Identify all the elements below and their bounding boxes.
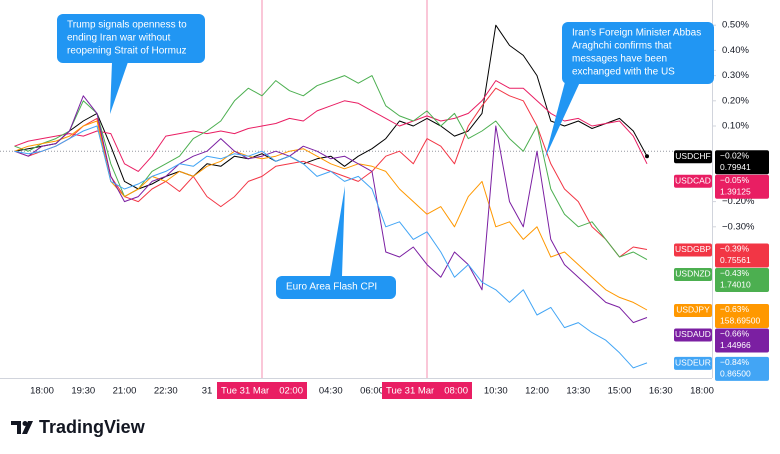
x-tick-label: 04:30	[319, 386, 343, 397]
y-tick-label: 0.10%	[722, 121, 749, 132]
x-tick-label: 15:00	[608, 386, 632, 397]
callout-text: exchanged with the US	[572, 67, 675, 78]
legend-name-box	[674, 150, 712, 164]
y-tick-label: 0.20%	[722, 95, 749, 106]
last-value-label: −0.05%	[720, 175, 750, 185]
x-tick-label: 10:30	[484, 386, 508, 397]
callout-pointer	[330, 186, 345, 276]
legend-name: USDEUR	[675, 358, 711, 368]
callout-pointer	[110, 62, 128, 114]
legend-name-box	[674, 174, 712, 188]
legend-name-box	[674, 267, 712, 281]
last-price: 0.75561	[720, 255, 751, 265]
callout-text: reopening Strait of Hormuz	[67, 46, 187, 57]
callout-pointer	[545, 82, 580, 158]
last-value-label: −0.63%	[720, 304, 750, 314]
last-value-box	[715, 267, 769, 292]
highlight-date: Tue 31 Mar	[386, 386, 434, 397]
x-tick-label: 22:30	[154, 386, 178, 397]
last-value-box	[715, 303, 769, 328]
brand-logo	[11, 421, 33, 434]
legend-name: USDGBP	[675, 244, 711, 254]
last-value-box	[715, 356, 769, 381]
callout-text: Iran's Foreign Minister Abbas	[572, 28, 701, 39]
y-tick-label: 0.30%	[722, 70, 749, 81]
last-price: 1.39125	[720, 186, 751, 196]
highlight-time: 08:00	[444, 386, 468, 397]
legend-name: USDCAD	[675, 175, 711, 185]
series-line	[14, 120, 648, 311]
y-tick-label: −0.20%	[722, 196, 755, 207]
x-tick-label: 16:30	[649, 386, 673, 397]
callout-box	[276, 276, 396, 299]
last-price: 0.79941	[720, 162, 751, 172]
y-tick-label: 0.50%	[722, 20, 749, 31]
callout-text: Trump signals openness to	[67, 20, 187, 31]
x-tick-label: 18:00	[690, 386, 714, 397]
y-tick-label: 0.40%	[722, 45, 749, 56]
last-price: 0.86500	[720, 369, 751, 379]
callout-text: Euro Area Flash CPI	[286, 282, 377, 293]
legend-name-box	[674, 328, 712, 342]
last-value-label: −0.84%	[720, 357, 750, 367]
highlight-date: Tue 31 Mar	[221, 386, 269, 397]
legend-name: USDNZD	[675, 269, 710, 279]
last-value-box	[715, 174, 769, 199]
callout-box	[57, 14, 205, 63]
x-tick-label: 19:30	[71, 386, 95, 397]
callout-box	[562, 22, 714, 84]
highlight-time: 02:00	[279, 386, 303, 397]
last-price: 158.69500	[720, 316, 760, 326]
highlight-box	[382, 382, 472, 399]
legend-name-box	[674, 303, 712, 317]
legend-name-box	[674, 356, 712, 370]
last-value-label: −0.02%	[720, 150, 750, 160]
series-line	[14, 125, 648, 369]
series-line	[14, 95, 648, 324]
callout-text: Araghchi confirms that	[572, 41, 672, 52]
callout-text: messages have been	[572, 54, 667, 65]
last-value-label: −0.39%	[720, 244, 750, 254]
series-line	[14, 24, 648, 190]
series-line	[14, 75, 648, 261]
series-line	[14, 80, 648, 172]
x-tick-label: 12:00	[525, 386, 549, 397]
highlight-box	[217, 382, 307, 399]
last-value-box	[715, 150, 769, 175]
last-value-label: −0.66%	[720, 329, 750, 339]
x-tick-label: 13:30	[566, 386, 590, 397]
last-value-box	[715, 243, 769, 268]
x-tick-label: 31	[202, 386, 213, 397]
legend-name: USDCHF	[675, 151, 710, 161]
last-price: 1.74010	[720, 280, 751, 290]
last-value-box	[715, 328, 769, 353]
last-price: 1.44966	[720, 340, 751, 350]
last-point	[645, 154, 649, 159]
y-tick-label: −0.30%	[722, 221, 755, 232]
brand-name: TradingView	[39, 417, 146, 437]
last-value-label: −0.43%	[720, 268, 750, 278]
x-tick-label: 06:00	[360, 386, 384, 397]
x-tick-label: 21:00	[113, 386, 137, 397]
legend-name: USDAUD	[675, 329, 711, 339]
callout-text: ending Iran war without	[67, 33, 171, 44]
legend-name: USDJPY	[676, 305, 710, 315]
legend-name-box	[674, 243, 712, 257]
x-tick-label: 18:00	[30, 386, 54, 397]
